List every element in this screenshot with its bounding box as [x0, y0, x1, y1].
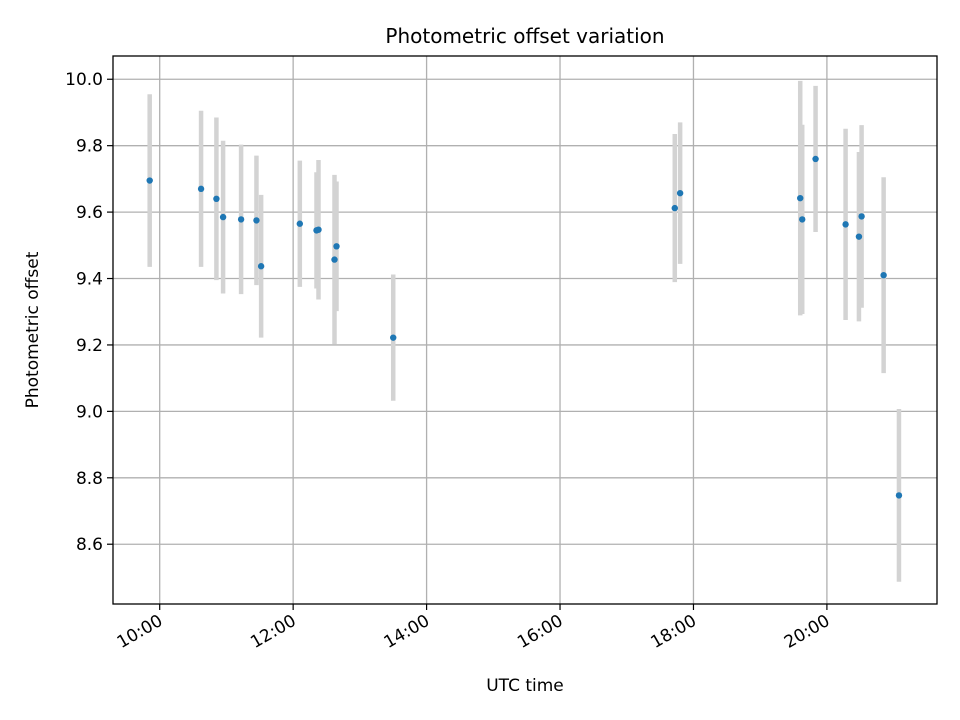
y-tick-label: 10.0 [65, 70, 103, 90]
y-tick-label: 9.6 [76, 203, 103, 223]
x-axis-label: UTC time [486, 676, 564, 696]
plot-frame [112, 55, 938, 605]
y-tick-label: 9.8 [76, 137, 103, 157]
y-tick-label: 9.4 [76, 270, 103, 290]
data-point [331, 256, 338, 263]
y-tick-label: 9.2 [76, 336, 103, 356]
data-point [237, 216, 245, 223]
data-point [257, 263, 265, 270]
data-point [146, 177, 153, 184]
point-layer [146, 155, 903, 499]
data-point [315, 226, 322, 233]
y-tick-label: 9.0 [76, 402, 103, 422]
data-point [296, 220, 304, 227]
data-point [219, 213, 227, 221]
data-point [858, 213, 865, 220]
data-point [797, 194, 804, 202]
data-point [390, 334, 397, 341]
data-point [333, 243, 340, 250]
data-point [197, 185, 205, 193]
data-point [842, 221, 849, 228]
data-point [213, 195, 220, 203]
y-tick-label: 8.6 [76, 535, 103, 555]
data-point [880, 272, 887, 279]
data-point [799, 216, 806, 223]
data-point [812, 155, 819, 163]
chart-title: Photometric offset variation [385, 24, 664, 48]
y-axis-label: Photometric offset [23, 251, 43, 408]
data-point [855, 233, 863, 240]
data-point [671, 204, 678, 212]
data-point [676, 189, 684, 197]
data-point [895, 492, 903, 499]
y-tick-label: 8.8 [76, 469, 103, 489]
data-point [253, 217, 260, 224]
